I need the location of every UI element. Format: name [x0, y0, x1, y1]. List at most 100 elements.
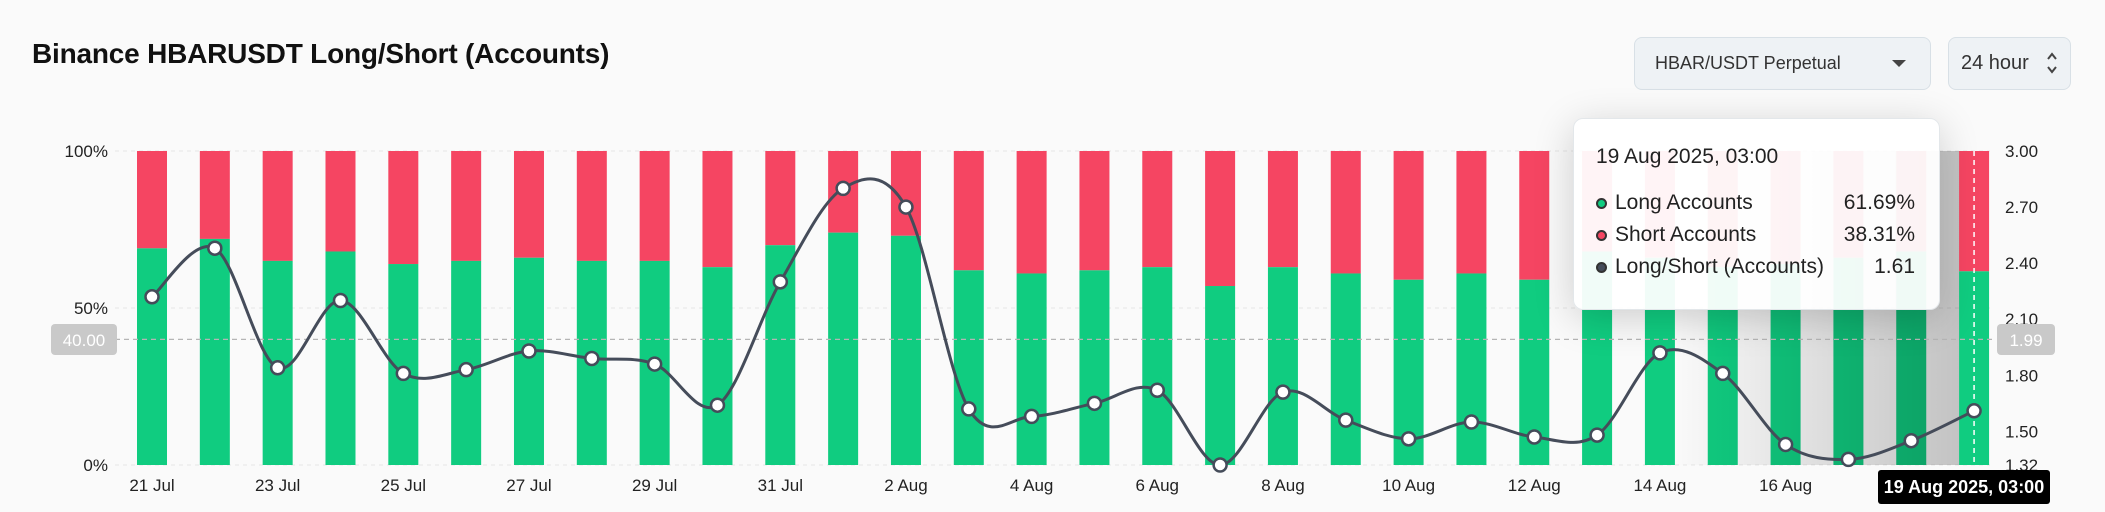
x-tick-label: 21 Jul	[129, 476, 174, 495]
short-bar	[765, 151, 796, 246]
ratio-point	[709, 397, 726, 413]
right-tick-label: 3.00	[2005, 142, 2038, 161]
crosshair-right-label: 1.99	[2009, 331, 2042, 350]
ratio-dot-icon	[1596, 261, 1607, 273]
ratio-points	[144, 180, 1982, 473]
period-select-value: 24 hour	[1961, 52, 2029, 74]
right-tick-label: 2.70	[2005, 198, 2038, 217]
ratio-point	[207, 240, 223, 256]
ratio-point	[1212, 457, 1228, 473]
x-tick-label: 25 Jul	[381, 476, 426, 495]
short-bar	[199, 151, 230, 239]
long-bar	[828, 232, 859, 465]
ratio-point	[1903, 432, 1919, 449]
ratio-point	[961, 401, 977, 417]
right-tick-label: 1.80	[2005, 366, 2038, 385]
chart-tooltip: 19 Aug 2025, 03:00 Long Accounts 61.69% …	[1573, 118, 1940, 310]
tooltip-row-ratio: Long/Short (Accounts) 1.61	[1596, 251, 1915, 283]
x-tick-label: 8 Aug	[1261, 476, 1305, 495]
long-dot-icon	[1596, 197, 1607, 209]
long-bar	[890, 235, 921, 465]
short-bar	[1142, 151, 1173, 268]
short-bar	[325, 151, 356, 252]
long-bar	[1079, 270, 1110, 465]
ratio-point	[772, 274, 789, 290]
short-bar	[1519, 151, 1550, 280]
x-tick-label: 23 Jul	[255, 476, 300, 495]
crosshair-labels: 40.00 1.99	[51, 324, 2055, 355]
ratio-point	[835, 180, 851, 197]
short-bar	[576, 151, 607, 261]
left-tick-label: 0%	[83, 456, 108, 475]
x-tick-label: 2 Aug	[884, 476, 928, 495]
tooltip-row-long: Long Accounts 61.69%	[1596, 187, 1915, 219]
left-tick-label: 100%	[65, 142, 108, 161]
ratio-point	[646, 356, 663, 372]
short-bar	[702, 151, 733, 268]
chevron-down-icon	[1892, 60, 1906, 67]
tooltip-value-short: 38.31%	[1843, 223, 1915, 246]
short-bar	[1456, 151, 1487, 274]
short-bar	[1016, 151, 1047, 274]
hover-x-label: 19 Aug 2025, 03:00	[1878, 470, 2050, 504]
tooltip-row-short: Short Accounts 38.31%	[1596, 219, 1915, 251]
right-tick-label: 2.40	[2005, 254, 2038, 273]
long-bar	[137, 248, 167, 465]
long-bar	[1016, 273, 1047, 465]
tooltip-label-ratio: Long/Short (Accounts)	[1615, 255, 1824, 278]
long-bar	[702, 267, 733, 465]
pair-select-value: HBAR/USDT Perpetual	[1655, 53, 1841, 73]
ratio-point	[1589, 427, 1605, 443]
ratio-line	[150, 177, 1975, 467]
long-bar	[1456, 273, 1487, 465]
long-bar	[1330, 273, 1361, 465]
ratio-point	[1966, 403, 1982, 419]
tooltip-label-long: Long Accounts	[1615, 191, 1753, 214]
x-tick-label: 31 Jul	[758, 476, 803, 495]
up-down-chevron-icon	[2047, 52, 2057, 74]
ratio-point	[144, 289, 160, 305]
long-bar	[1142, 267, 1173, 465]
ratio-point	[898, 199, 914, 215]
left-axis: 100% 50% 0%	[65, 142, 108, 475]
ratio-point	[1840, 451, 1857, 468]
short-dot-icon	[1596, 229, 1607, 241]
x-tick-label: 16 Aug	[1759, 476, 1812, 495]
long-bar	[325, 251, 356, 465]
ratio-point	[584, 350, 600, 367]
ratio-point	[395, 365, 412, 382]
short-bar	[1205, 151, 1236, 287]
x-tick-label: 4 Aug	[1010, 476, 1054, 495]
ratio-point	[1400, 431, 1417, 447]
x-tick-label: 27 Jul	[506, 476, 551, 495]
short-bar	[262, 151, 293, 261]
x-tick-label: 6 Aug	[1136, 476, 1180, 495]
short-bar	[953, 151, 984, 271]
ratio-point	[1652, 345, 1668, 361]
tooltip-label-short: Short Accounts	[1615, 223, 1757, 246]
x-tick-label: 12 Aug	[1508, 476, 1561, 495]
ratio-point	[1526, 429, 1543, 445]
short-bar	[1393, 151, 1424, 280]
tooltip-date: 19 Aug 2025, 03:00	[1596, 145, 1779, 168]
short-bar	[451, 151, 482, 261]
crosshair-left-label-box	[51, 324, 117, 355]
x-axis: 21 Jul 23 Jul 25 Jul 27 Jul 29 Jul 31 Jul 2 Au…	[129, 476, 1812, 495]
period-select[interactable]: 24 hour	[1948, 37, 2071, 90]
page-title: Binance HBARUSDT Long/Short (Accounts)	[32, 38, 610, 69]
ratio-point	[1715, 365, 1731, 382]
ratio-point	[1275, 384, 1291, 400]
x-tick-label: 10 Aug	[1382, 476, 1435, 495]
ratio-point	[269, 360, 286, 376]
right-axis: 3.002.702.402.101.801.501.32	[2005, 142, 2038, 475]
ratio-point	[1777, 436, 1794, 453]
short-bar	[1079, 151, 1110, 271]
long-bar	[1205, 286, 1236, 465]
short-bar	[388, 151, 419, 265]
short-bar	[137, 151, 167, 249]
pair-select[interactable]: HBAR/USDT Perpetual	[1634, 37, 1931, 90]
x-tick-label: 14 Aug	[1633, 476, 1686, 495]
right-tick-label: 1.50	[2005, 422, 2038, 441]
long-bar	[199, 238, 230, 465]
short-bar	[639, 151, 670, 261]
